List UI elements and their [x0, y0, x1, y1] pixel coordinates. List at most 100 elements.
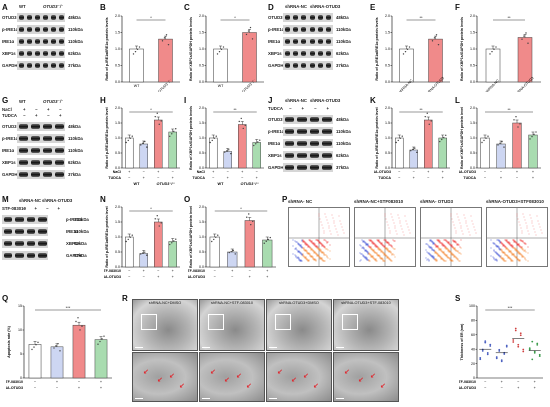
- em-arrow-icon: ↙: [224, 377, 230, 384]
- flow-event: [505, 248, 507, 250]
- flow-event: [375, 258, 377, 260]
- y-tick-label: 1.0: [385, 136, 390, 140]
- flow-event: [522, 249, 524, 251]
- flow-event: [460, 253, 462, 255]
- bar: [154, 221, 163, 268]
- flow-event: [435, 259, 437, 261]
- flow-event: [310, 249, 312, 251]
- blot-protein-label: p-IRE1α: [2, 136, 19, 141]
- data-point: [218, 50, 221, 53]
- condition-sign: +: [249, 275, 252, 279]
- condition-sign: −: [241, 176, 244, 180]
- flow-event: [368, 245, 370, 247]
- blot-header-left: shRNA-NC: [19, 198, 41, 203]
- flow-event: [315, 260, 317, 262]
- flow-event: [511, 244, 513, 246]
- flow-event: [455, 257, 457, 259]
- flow-event: [453, 256, 455, 258]
- flow-event: [315, 252, 317, 254]
- flow-event: [383, 245, 385, 247]
- flow-event: [362, 246, 364, 248]
- flow-event: [442, 244, 444, 246]
- flow-event: [516, 258, 518, 260]
- blot-band: [18, 15, 24, 20]
- flow-event: [507, 255, 509, 257]
- blot-kda-label: 110kDa: [68, 27, 83, 32]
- flow-event: [305, 244, 307, 246]
- flow-event: [451, 246, 453, 248]
- flow-event: [502, 244, 504, 246]
- flow-event: [514, 248, 516, 250]
- data-point: [503, 146, 505, 148]
- flow-event: [365, 243, 367, 245]
- flow-event: [303, 241, 305, 243]
- flow-event: [366, 250, 368, 252]
- flow-event: [436, 246, 438, 248]
- flow-event: [452, 260, 454, 262]
- flow-event: [359, 260, 361, 262]
- blot-band: [34, 39, 40, 44]
- flow-event: [515, 248, 517, 250]
- condition-sign: −: [157, 269, 160, 273]
- y-tick-label: 80: [471, 319, 475, 323]
- flow-event: [299, 245, 301, 247]
- flow-event: [320, 250, 322, 252]
- blot-band: [58, 15, 64, 20]
- flow-event: [460, 227, 462, 229]
- flow-event: [501, 251, 503, 253]
- flow-event: [317, 255, 319, 257]
- flow-event: [444, 254, 446, 256]
- flow-event: [371, 249, 373, 251]
- scale-bar: [336, 347, 344, 348]
- flow-event: [433, 257, 435, 259]
- flow-event: [377, 246, 379, 248]
- flow-event: [391, 246, 393, 248]
- flow-event: [309, 255, 311, 257]
- y-tick-label: 1.5: [199, 121, 204, 125]
- flow-event: [456, 258, 458, 260]
- significance-label: **: [419, 107, 423, 112]
- flow-event: [311, 241, 313, 243]
- flow-event: [342, 229, 344, 231]
- blot-band: [18, 172, 28, 177]
- flow-event: [295, 247, 297, 249]
- blot-band: [58, 39, 64, 44]
- blot-band: [309, 117, 319, 122]
- blot-kda-label: 62kDa: [74, 241, 87, 246]
- blot-band: [18, 136, 28, 141]
- flow-event: [292, 239, 294, 241]
- data-point: [401, 135, 403, 137]
- data-point: [500, 359, 503, 362]
- flow-event: [318, 249, 320, 251]
- flow-event: [308, 246, 310, 248]
- flow-event: [512, 245, 514, 247]
- data-point: [163, 37, 166, 39]
- y-tick-label: 0.0: [199, 265, 204, 269]
- blot-condition-sign: +: [23, 107, 26, 112]
- flow-event: [525, 251, 527, 253]
- data-point: [519, 332, 522, 335]
- flow-event: [455, 242, 457, 244]
- flow-event: [439, 256, 441, 258]
- flow-event: [327, 249, 329, 251]
- blot-band: [3, 253, 12, 258]
- blot-band: [26, 51, 32, 56]
- flow-event: [298, 244, 300, 246]
- flow-event: [319, 256, 321, 258]
- data-point: [234, 253, 236, 255]
- chart-svg: Ratio of p-IRE1α/IRE1α protein level 0.00…: [96, 205, 180, 279]
- flow-event: [380, 251, 382, 253]
- flow-event: [439, 248, 441, 250]
- data-point: [538, 353, 541, 356]
- data-point: [439, 140, 441, 143]
- blot-band: [30, 172, 40, 177]
- flow-event: [439, 242, 441, 244]
- flow-plot-title: shRNA-OTUD3+STF083010: [486, 199, 544, 204]
- data-point: [249, 26, 252, 29]
- flow-event: [394, 248, 396, 250]
- flow-event: [309, 253, 311, 255]
- flow-event: [387, 241, 389, 243]
- panel-letter-o: O: [184, 195, 191, 204]
- flow-event: [506, 240, 508, 242]
- em-arrow-icon: ↙: [179, 383, 185, 390]
